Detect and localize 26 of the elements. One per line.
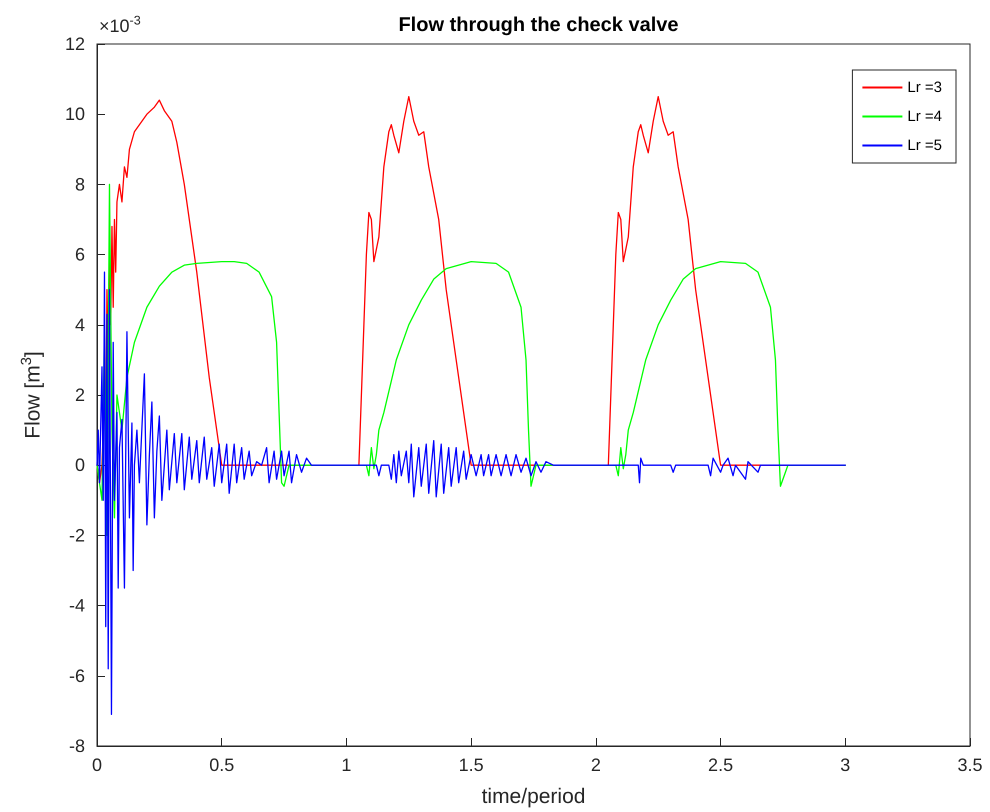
- chart-title: Flow through the check valve: [398, 14, 679, 36]
- line-series: [96, 272, 846, 716]
- y-tick-label: 8: [74, 174, 85, 194]
- legend-label: Lr =4: [907, 108, 942, 125]
- y-tick-label: -8: [68, 736, 85, 756]
- y-tick-label: 10: [64, 104, 85, 124]
- x-tick-label: 2.5: [708, 755, 734, 775]
- y-tick-label: 12: [64, 34, 85, 54]
- x-tick-label: 1.5: [458, 755, 484, 775]
- x-tick-label: 3.5: [957, 755, 983, 775]
- x-tick-label: 0.5: [209, 755, 234, 775]
- legend-label: Lr =3: [907, 79, 942, 96]
- y-axis-title: Flow [m3]: [18, 351, 45, 439]
- y-tick-label: 6: [74, 244, 85, 265]
- y-tick-label: -4: [68, 596, 85, 616]
- y-tick-label: 2: [74, 385, 85, 405]
- y-tick-label: 0: [74, 455, 85, 476]
- x-tick-label: 1: [341, 755, 352, 775]
- y-tick-label: -2: [68, 525, 85, 546]
- x-axis-title: time/period: [482, 785, 586, 808]
- x-tick-label: 0: [92, 755, 102, 775]
- x-tick-label: 2: [590, 755, 601, 775]
- y-tick-label: 4: [74, 314, 85, 335]
- y-tick-label: -6: [68, 666, 85, 686]
- x-tick-label: 3: [840, 755, 850, 775]
- legend-label: Lr =5: [907, 137, 942, 154]
